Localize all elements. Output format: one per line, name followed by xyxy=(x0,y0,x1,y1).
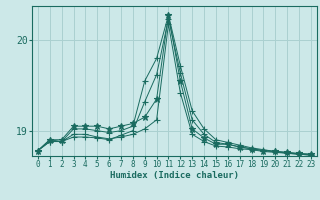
X-axis label: Humidex (Indice chaleur): Humidex (Indice chaleur) xyxy=(110,171,239,180)
